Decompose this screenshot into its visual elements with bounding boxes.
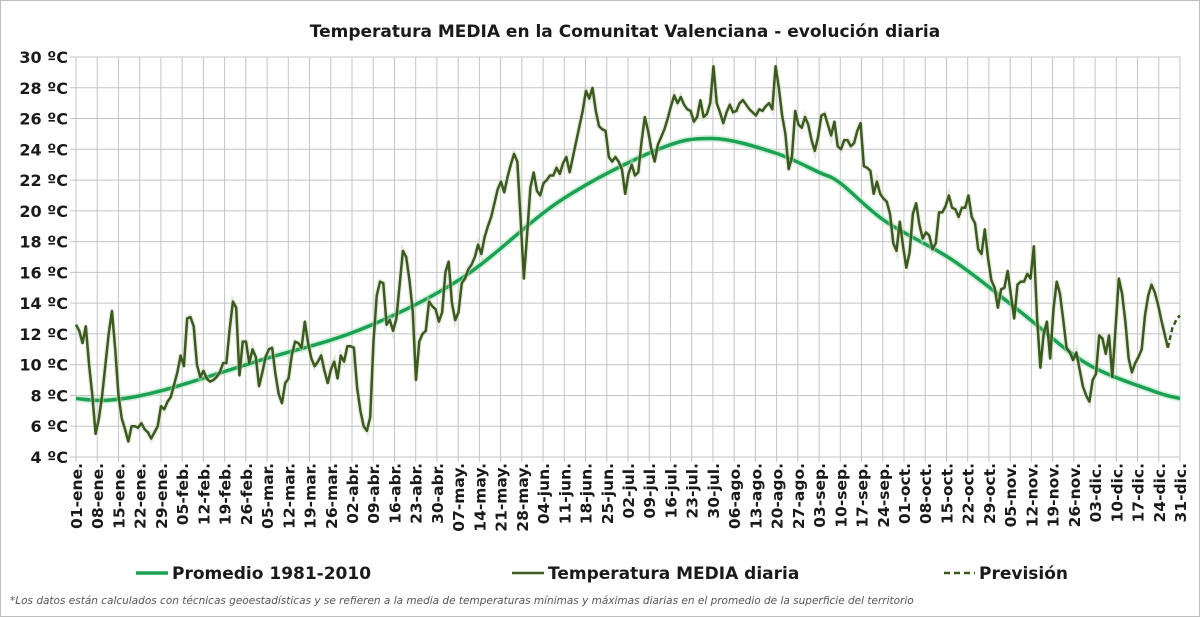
x-tick-label: 23-abr. (408, 463, 426, 524)
forecast-line-prevision (1166, 314, 1181, 349)
x-tick-label: 07-may. (450, 463, 468, 532)
x-tick-label: 01-oct. (896, 463, 914, 524)
x-tick-label: 15-oct. (938, 463, 956, 524)
x-tick-label: 12-mar. (280, 463, 298, 529)
x-tick-label: 15-ene. (110, 463, 128, 529)
y-tick-label: 20 ºC (19, 202, 68, 221)
x-tick-label: 14-may. (471, 463, 489, 532)
daily-line-temperatura (74, 64, 1170, 443)
x-tick-label: 28-may. (514, 463, 532, 532)
x-tick-label: 22-ene. (132, 463, 150, 529)
y-axis-ticks: 4 ºC 6 ºC 8 ºC 10 ºC 12 ºC 14 ºC 16 ºC 18 ºC 20 … (19, 48, 68, 467)
daily-line-shadow (73, 65, 1171, 444)
x-tick-label: 18-jun. (578, 463, 596, 524)
x-tick-label: 02-abr. (344, 463, 362, 524)
x-tick-label: 13-ago. (747, 463, 765, 529)
x-tick-label: 05-mar. (259, 463, 277, 529)
y-tick-label: 4 ºC (31, 448, 68, 467)
x-axis-ticks: 01-ene. 08-ene. 15-ene. 22-ene. 29-ene. 05-fe… (68, 463, 1190, 532)
x-tick-label: 11-jun. (556, 463, 574, 524)
x-tick-label: 03-sep. (811, 463, 829, 528)
x-tick-label: 17-sep. (854, 463, 872, 528)
x-tick-label: 05-feb. (174, 463, 192, 525)
y-tick-label: 22 ºC (19, 171, 68, 190)
x-tick-label: 31-dic. (1172, 463, 1190, 523)
x-tick-label: 23-jul. (684, 463, 702, 519)
y-tick-label: 12 ºC (19, 325, 68, 344)
legend: Promedio 1981-2010 Temperatura MEDIA dia… (136, 564, 1068, 584)
x-tick-label: 06-ago. (726, 463, 744, 529)
x-tick-label: 21-may. (493, 463, 511, 532)
x-tick-label: 12-nov. (1023, 463, 1041, 527)
x-tick-label: 09-abr. (365, 463, 383, 524)
x-tick-label: 08-oct. (917, 463, 935, 524)
x-tick-label: 20-ago. (769, 463, 787, 529)
y-tick-label: 28 ºC (19, 79, 68, 98)
x-tick-label: 19-feb. (217, 463, 235, 525)
y-tick-label: 6 ºC (31, 417, 68, 436)
x-tick-label: 04-jun. (535, 463, 553, 524)
y-tick-label: 8 ºC (31, 386, 68, 405)
x-tick-label: 19-mar. (302, 463, 320, 529)
x-tick-label: 26-mar. (323, 463, 341, 529)
y-tick-label: 16 ºC (19, 263, 68, 282)
chart-title: Temperatura MEDIA en la Comunitat Valenc… (310, 22, 940, 42)
y-tick-label: 10 ºC (19, 356, 68, 375)
x-tick-label: 09-jul. (641, 463, 659, 519)
y-tick-label: 30 ºC (19, 48, 68, 67)
x-tick-label: 10-dic. (1108, 463, 1126, 523)
x-tick-label: 29-oct. (981, 463, 999, 524)
x-tick-label: 02-jul. (620, 463, 638, 519)
average-line-promedio (75, 136, 1181, 403)
y-tick-label: 24 ºC (19, 140, 68, 159)
y-tick-label: 18 ºC (19, 233, 68, 252)
x-tick-label: 17-dic. (1130, 463, 1148, 523)
footnote: *Los datos están calculados con técnicas… (10, 595, 914, 607)
x-tick-label: 24-dic. (1151, 463, 1169, 523)
x-tick-label: 05-nov. (1002, 463, 1020, 527)
x-tick-label: 25-jun. (599, 463, 617, 524)
series-lines (73, 64, 1181, 444)
x-tick-label: 26-feb. (238, 463, 256, 525)
x-tick-label: 16-abr. (386, 463, 404, 524)
x-tick-label: 29-ene. (153, 463, 171, 529)
x-tick-label: 03-dic. (1087, 463, 1105, 523)
x-tick-label: 30-jul. (705, 463, 723, 519)
x-tick-label: 22-oct. (960, 463, 978, 524)
x-tick-label: 16-jul. (662, 463, 680, 519)
x-tick-label: 10-sep. (832, 463, 850, 528)
x-tick-label: 19-nov. (1045, 463, 1063, 527)
x-tick-label: 27-ago. (790, 463, 808, 529)
x-tick-label: 30-abr. (429, 463, 447, 524)
x-tick-label: 24-sep. (875, 463, 893, 528)
x-tick-label: 01-ene. (68, 463, 86, 529)
y-tick-label: 26 ºC (19, 110, 68, 129)
x-tick-label: 12-feb. (195, 463, 213, 525)
x-tick-label: 08-ene. (89, 463, 107, 529)
legend-label-promedio: Promedio 1981-2010 (172, 564, 371, 584)
legend-label-forecast: Previsión (979, 564, 1068, 584)
y-tick-label: 14 ºC (19, 294, 68, 313)
grid (70, 56, 1181, 462)
legend-label-daily: Temperatura MEDIA diaria (548, 564, 799, 584)
x-tick-label: 26-nov. (1066, 463, 1084, 527)
